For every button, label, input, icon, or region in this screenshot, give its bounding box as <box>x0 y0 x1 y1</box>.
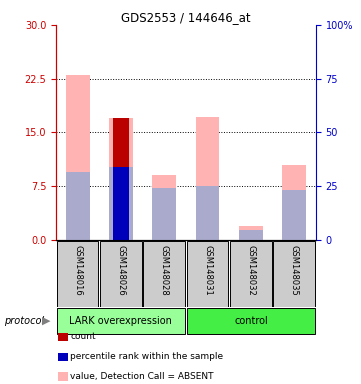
Text: percentile rank within the sample: percentile rank within the sample <box>70 352 223 361</box>
Bar <box>196 117 219 240</box>
Bar <box>273 241 315 307</box>
Bar <box>152 175 176 240</box>
Text: control: control <box>234 316 268 326</box>
Text: LARK overexpression: LARK overexpression <box>70 316 172 326</box>
Text: protocol: protocol <box>4 316 44 326</box>
Bar <box>100 241 142 307</box>
Bar <box>113 167 129 240</box>
Text: count: count <box>70 332 96 341</box>
Text: GSM148028: GSM148028 <box>160 245 169 296</box>
Text: value, Detection Call = ABSENT: value, Detection Call = ABSENT <box>70 372 214 381</box>
Bar <box>196 186 219 240</box>
Text: GSM148031: GSM148031 <box>203 245 212 296</box>
Bar <box>152 189 176 240</box>
Text: GSM148035: GSM148035 <box>290 245 299 296</box>
Text: ▶: ▶ <box>42 316 50 326</box>
Bar <box>109 167 133 240</box>
Bar <box>57 241 99 307</box>
Bar <box>230 241 272 307</box>
Text: GSM148032: GSM148032 <box>247 245 255 296</box>
Text: GSM148026: GSM148026 <box>117 245 125 296</box>
Bar <box>66 75 90 240</box>
Bar <box>143 241 185 307</box>
Bar <box>187 308 315 334</box>
Title: GDS2553 / 144646_at: GDS2553 / 144646_at <box>121 11 251 24</box>
Bar <box>282 190 306 240</box>
Bar <box>239 226 263 240</box>
Bar <box>57 308 185 334</box>
Bar <box>109 118 133 240</box>
Bar <box>239 230 263 240</box>
Bar <box>113 118 129 240</box>
Text: GSM148016: GSM148016 <box>73 245 82 296</box>
Bar <box>187 241 229 307</box>
Bar <box>282 165 306 240</box>
Bar <box>66 172 90 240</box>
